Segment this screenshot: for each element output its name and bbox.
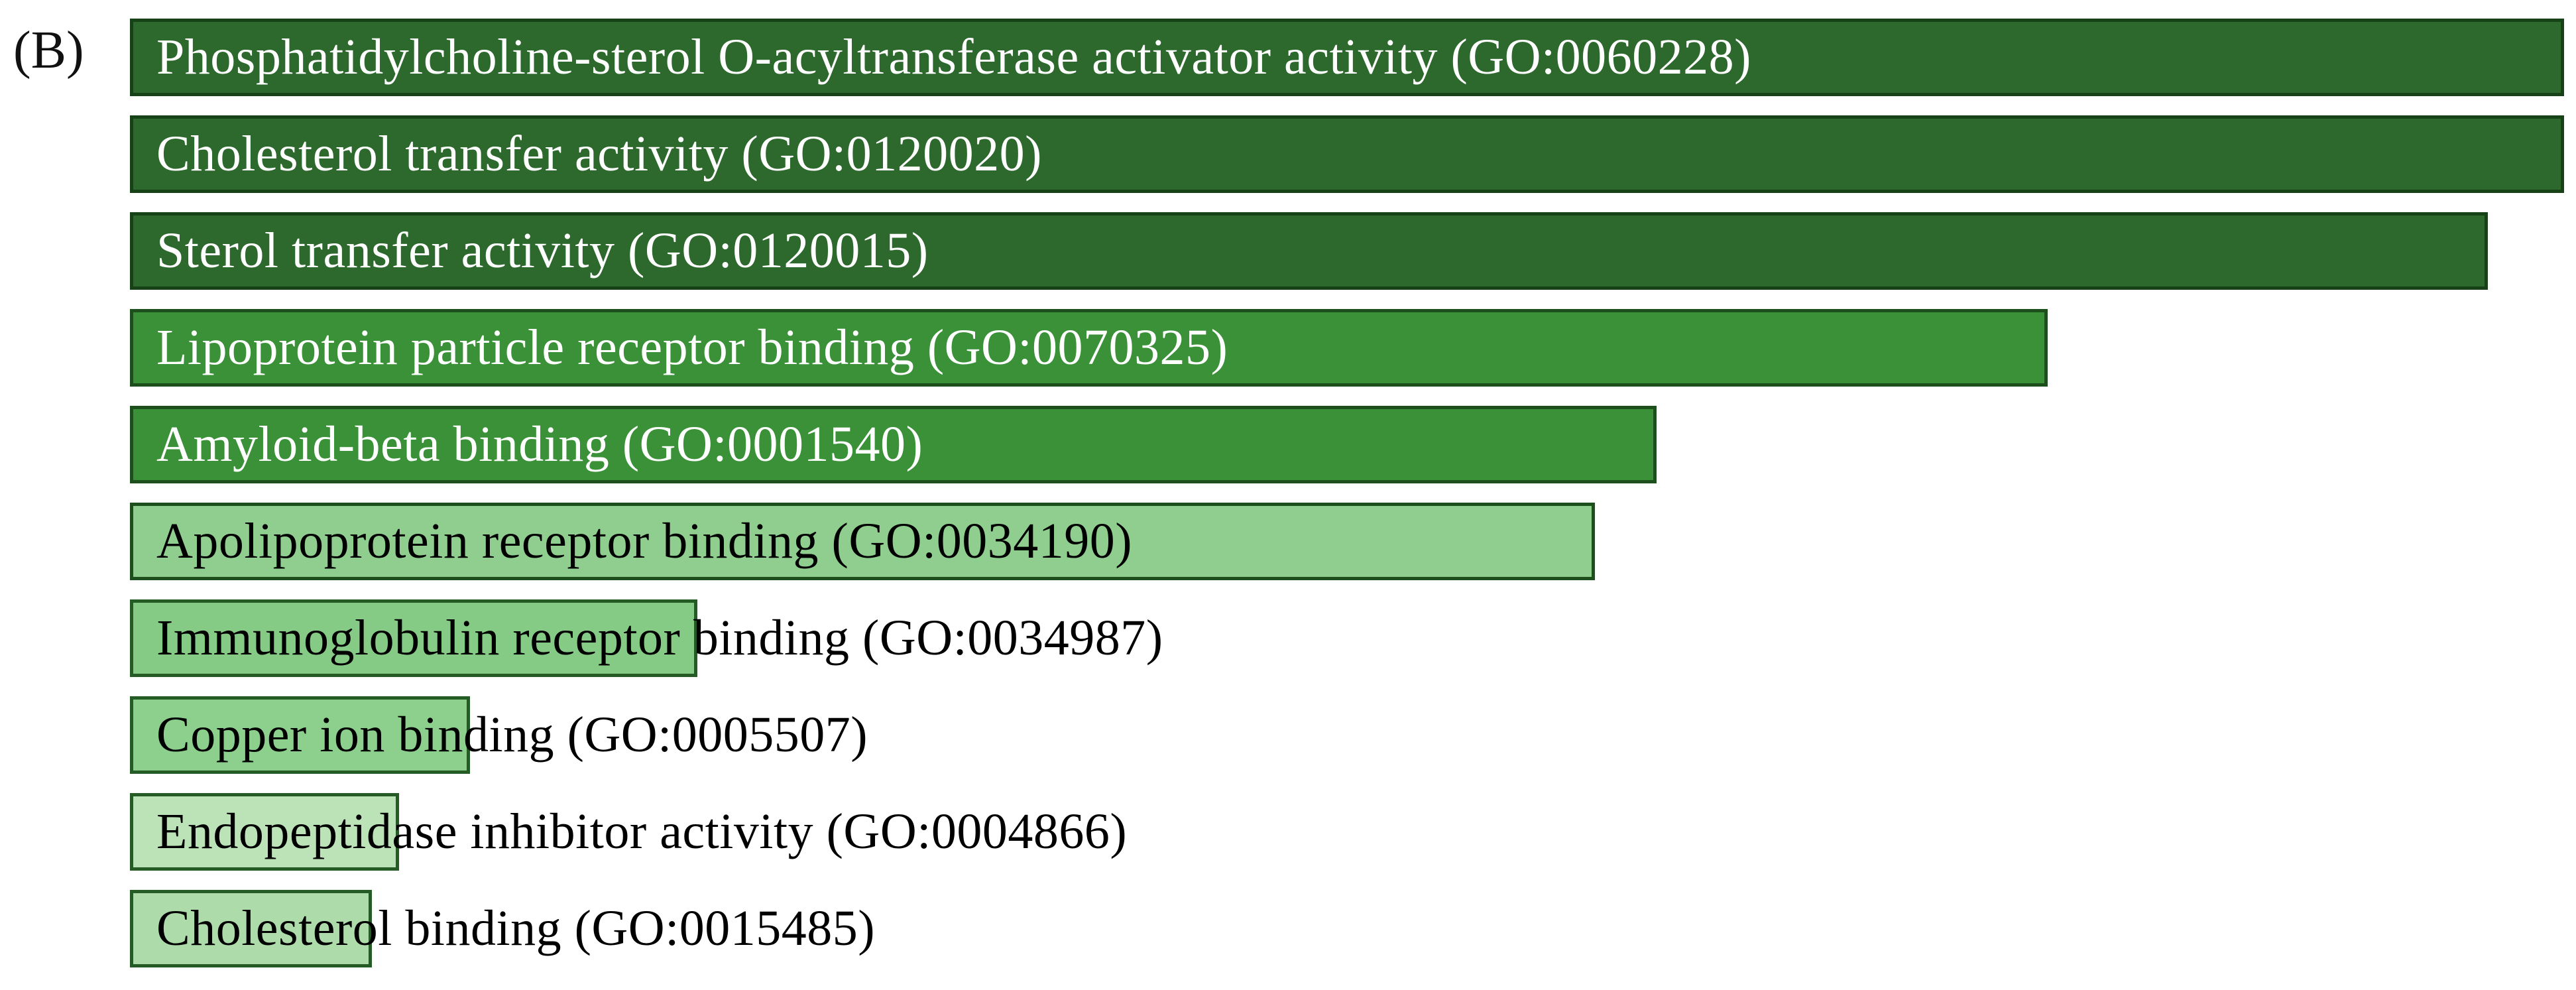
bar-label: Phosphatidylcholine-sterol O-acyltransfe… [156,29,1751,85]
bar [130,696,470,774]
bar-row: Immunoglobulin receptor binding (GO:0034… [130,599,2576,677]
bar [130,212,2488,290]
bar [130,890,373,967]
bar-row: Amyloid-beta binding (GO:0001540) [130,406,2576,483]
bar-label: Apolipoprotein receptor binding (GO:0034… [156,513,1133,569]
bar [130,503,1596,580]
bar-label: Copper ion binding (GO:0005507) [156,707,868,763]
bar-label: Immunoglobulin receptor binding (GO:0034… [156,610,1163,666]
bar-label: Sterol transfer activity (GO:0120015) [156,223,929,278]
bar-label: Cholesterol transfer activity (GO:012002… [156,126,1042,182]
bar [130,599,698,677]
bar [130,115,2564,193]
bar-chart: Phosphatidylcholine-sterol O-acyltransfe… [130,19,2576,990]
bar-row: Lipoprotein particle receptor binding (G… [130,309,2576,387]
bar-row: Cholesterol transfer activity (GO:012002… [130,115,2576,193]
bar-row: Apolipoprotein receptor binding (GO:0034… [130,503,2576,580]
bar-row: Copper ion binding (GO:0005507) [130,696,2576,774]
bar [130,19,2564,96]
bar-row: Sterol transfer activity (GO:0120015) [130,212,2576,290]
bar-label: Cholesterol binding (GO:0015485) [156,900,876,956]
bar-label: Amyloid-beta binding (GO:0001540) [156,416,923,472]
bar [130,406,1657,483]
bar-row: Cholesterol binding (GO:0015485) [130,890,2576,967]
bar-row: Phosphatidylcholine-sterol O-acyltransfe… [130,19,2576,96]
bar [130,793,399,871]
bar-row: Endopeptidase inhibitor activity (GO:000… [130,793,2576,871]
bar-label: Lipoprotein particle receptor binding (G… [156,320,1228,375]
panel-label: (B) [13,21,84,80]
bar [130,309,2048,387]
bar-label: Endopeptidase inhibitor activity (GO:000… [156,804,1128,859]
